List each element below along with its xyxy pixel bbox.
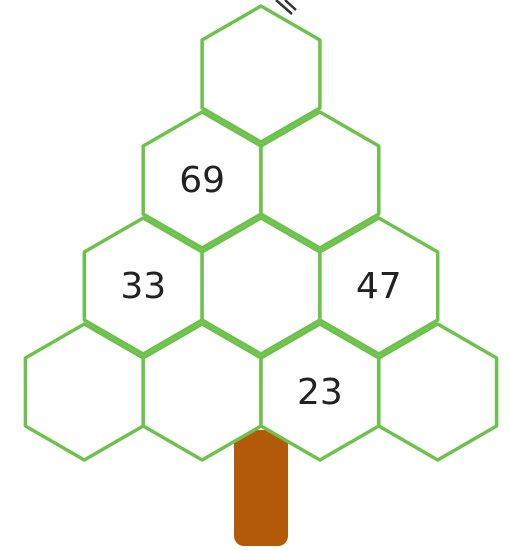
cell-number: 33 — [120, 266, 166, 307]
cell-number: 69 — [179, 160, 225, 201]
cell-number: 23 — [297, 372, 343, 413]
tree-trunk — [234, 430, 288, 546]
hexagon-tree: 69 33 47 23 — [0, 0, 510, 550]
page: 69334723 (() => { const data = JSON.pars… — [0, 0, 510, 550]
cells: 69 33 47 23 — [25, 6, 496, 460]
arrow-fragment — [276, 0, 296, 14]
cell-number: 47 — [356, 266, 402, 307]
